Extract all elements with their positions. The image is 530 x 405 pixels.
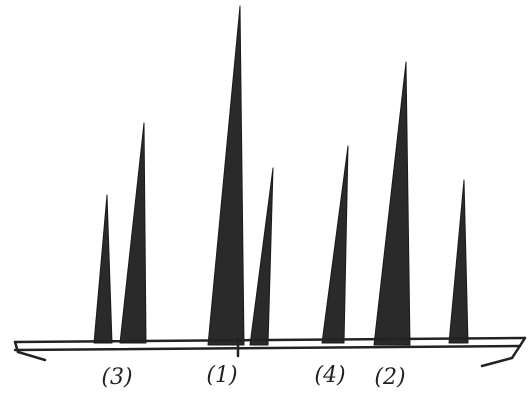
spike bbox=[93, 194, 113, 344]
spike bbox=[119, 122, 147, 344]
spike bbox=[448, 179, 469, 344]
baseline-end bbox=[13, 340, 47, 362]
spike bbox=[321, 145, 349, 344]
peak-label: (3) bbox=[101, 365, 132, 390]
peak-label: (2) bbox=[374, 365, 405, 390]
spikes bbox=[93, 5, 469, 346]
spike bbox=[207, 5, 245, 346]
baseline-line bbox=[13, 344, 522, 352]
peak-label: (4) bbox=[314, 363, 345, 388]
baseline bbox=[13, 336, 527, 368]
spike bbox=[373, 61, 411, 346]
baseline-line bbox=[13, 336, 527, 344]
baseline-end bbox=[480, 336, 527, 368]
peak-label: (1) bbox=[206, 363, 237, 388]
spike bbox=[249, 167, 274, 346]
